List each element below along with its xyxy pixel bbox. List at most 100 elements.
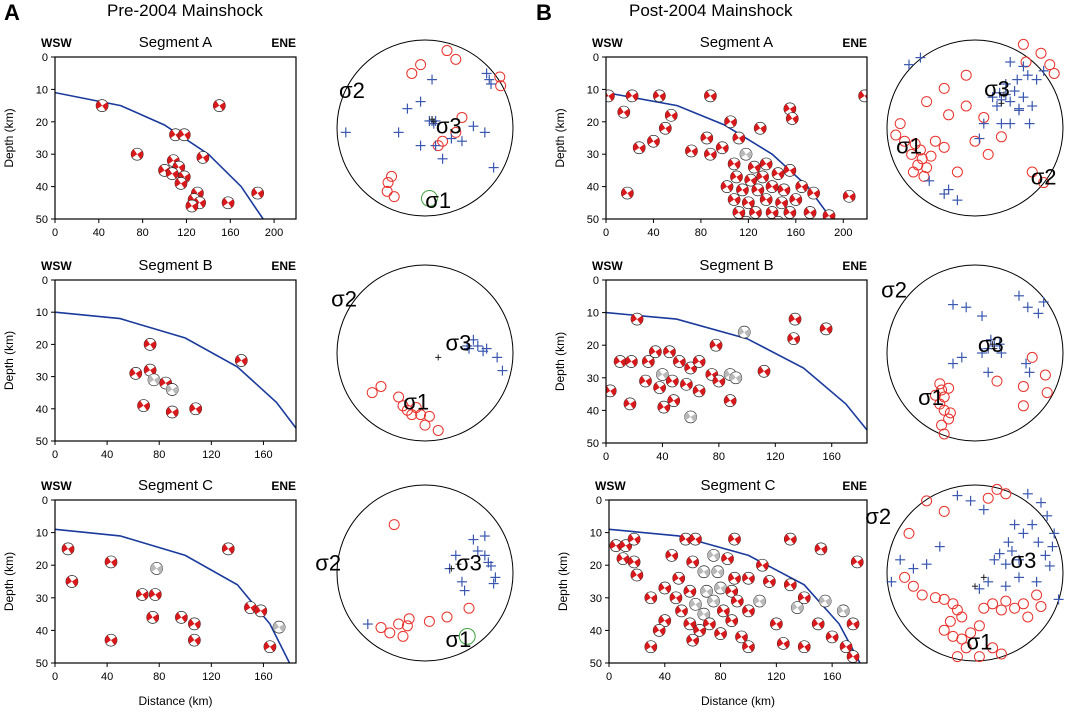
beachball-quadrant (649, 346, 656, 356)
sigma1-axis-marker (899, 135, 911, 147)
sigma3-axis-marker (989, 554, 1000, 565)
beachball-quadrant (663, 403, 670, 413)
beachball-quadrant (184, 131, 191, 140)
beachball-quadrant (111, 558, 118, 567)
sigma3-axis-marker (939, 189, 950, 199)
beachball-quadrant (136, 589, 143, 598)
sigma1-axis-marker (938, 505, 950, 517)
y-tick-label: 10 (36, 528, 48, 540)
y-tick-label: 20 (587, 117, 599, 129)
sigma3-axis-marker (952, 490, 963, 501)
beachball-quadrant (766, 160, 773, 169)
y-axis-label: Depth (km) (2, 108, 16, 167)
focal-mechanism (797, 640, 811, 654)
focal-mechanism (724, 115, 737, 129)
focal-mechanism (747, 160, 761, 174)
beachball-quadrant (703, 610, 710, 620)
sigma3-axis-marker (1049, 528, 1060, 539)
direction-left-label: WSW (41, 479, 72, 493)
direction-left-label: WSW (592, 36, 623, 50)
sigma3-axis-marker (994, 87, 1005, 98)
focal-mechanism (234, 354, 248, 367)
sigma1-axis-marker (456, 111, 468, 123)
sigma3-axis-marker (1014, 572, 1024, 583)
sigma3-axis-marker (1018, 528, 1029, 539)
focal-mechanism (729, 371, 743, 385)
beachball-quadrant (725, 586, 732, 595)
cross-section-segment-c: Segment C WSW ENE 0 40 80 120 160 0 10 20 30 40 50 Dep… (2, 477, 514, 708)
beachball-quadrant (748, 162, 755, 171)
beachball-quadrant (783, 207, 790, 216)
y-axis-label: Depth (km) (2, 331, 16, 390)
sigma2-axis-marker (1001, 91, 1008, 98)
x-tick-label: 0 (52, 449, 58, 461)
direction-left-label: WSW (41, 36, 72, 50)
sigma3-axis-marker (481, 68, 492, 79)
beachball-quadrant (783, 640, 790, 649)
beachball-quadrant (156, 565, 163, 574)
beachball-quadrant (797, 604, 804, 613)
focal-mechanism (185, 199, 199, 213)
y-axis-label: Depth (km) (556, 552, 570, 611)
sigma1-axis-marker (1026, 166, 1038, 178)
focal-mechanism (772, 215, 784, 219)
y-tick-label: 40 (587, 182, 599, 194)
sigma3-axis-marker (1031, 74, 1042, 85)
beachball-quadrant (826, 325, 833, 334)
sigma3-axis-marker (1053, 594, 1064, 605)
y-axis-label: Depth (km) (553, 108, 567, 167)
focal-mechanism (143, 338, 157, 351)
sigma1-axis-marker (960, 642, 972, 654)
cross-section-segment-a: Segment A WSW ENE 0 40 80 120 160 200 0 10 20 30 40 50… (2, 34, 514, 239)
beachball-quadrant (689, 534, 696, 543)
direction-right-label: ENE (842, 479, 867, 493)
focal-mechanism (811, 617, 825, 631)
sigma1-axis-marker (969, 135, 981, 147)
focal-mechanism (735, 630, 748, 644)
stress-axis-label: σ1 (918, 385, 944, 410)
y-tick-label: 20 (587, 340, 599, 352)
beachball-quadrant (748, 643, 755, 652)
beachball-quadrant (724, 369, 731, 378)
beachball-quadrant (683, 618, 690, 628)
beachball-quadrant (257, 189, 264, 199)
sigma1-axis-marker (441, 611, 453, 623)
beachball-quadrant (625, 356, 632, 365)
beachball-quadrant (744, 175, 751, 184)
sigma3-axis-marker (908, 563, 919, 574)
x-tick-label: 120 (739, 227, 757, 239)
focal-mechanism (625, 355, 638, 368)
beachball-quadrant (818, 620, 825, 629)
beachball-quadrant (724, 395, 731, 405)
focal-mechanism (147, 373, 161, 387)
direction-right-label: ENE (842, 36, 867, 50)
direction-left-label: WSW (592, 259, 623, 273)
beachball-quadrant (665, 110, 672, 119)
x-tick-label: 80 (153, 449, 165, 461)
beachball-quadrant (790, 581, 797, 590)
beachball-quadrant (664, 617, 671, 626)
focal-mechanism (658, 121, 672, 135)
beachball-quadrant (631, 314, 638, 323)
sigma1-axis-marker (432, 424, 444, 436)
x-tick-label: 40 (101, 449, 113, 461)
sigma1-axis-marker (929, 389, 941, 401)
focal-mechanism (221, 542, 235, 556)
x-tick-label: 0 (52, 227, 58, 239)
beachball-quadrant (689, 599, 696, 608)
x-tick-label: 0 (606, 671, 612, 683)
sigma1-axis-marker (397, 630, 409, 642)
beachball-quadrant (710, 92, 717, 101)
beachball-quadrant (269, 643, 276, 652)
beachball-quadrant (150, 366, 157, 376)
beachball-quadrant (703, 618, 710, 628)
sigma3-axis-marker (978, 504, 989, 515)
focal-mechanism (606, 89, 615, 103)
beachball-quadrant (714, 628, 721, 638)
focal-mechanism (188, 617, 201, 631)
beachball-quadrant (699, 358, 706, 367)
sigma1-axis-marker (938, 82, 950, 94)
beachball-quadrant (778, 170, 785, 179)
